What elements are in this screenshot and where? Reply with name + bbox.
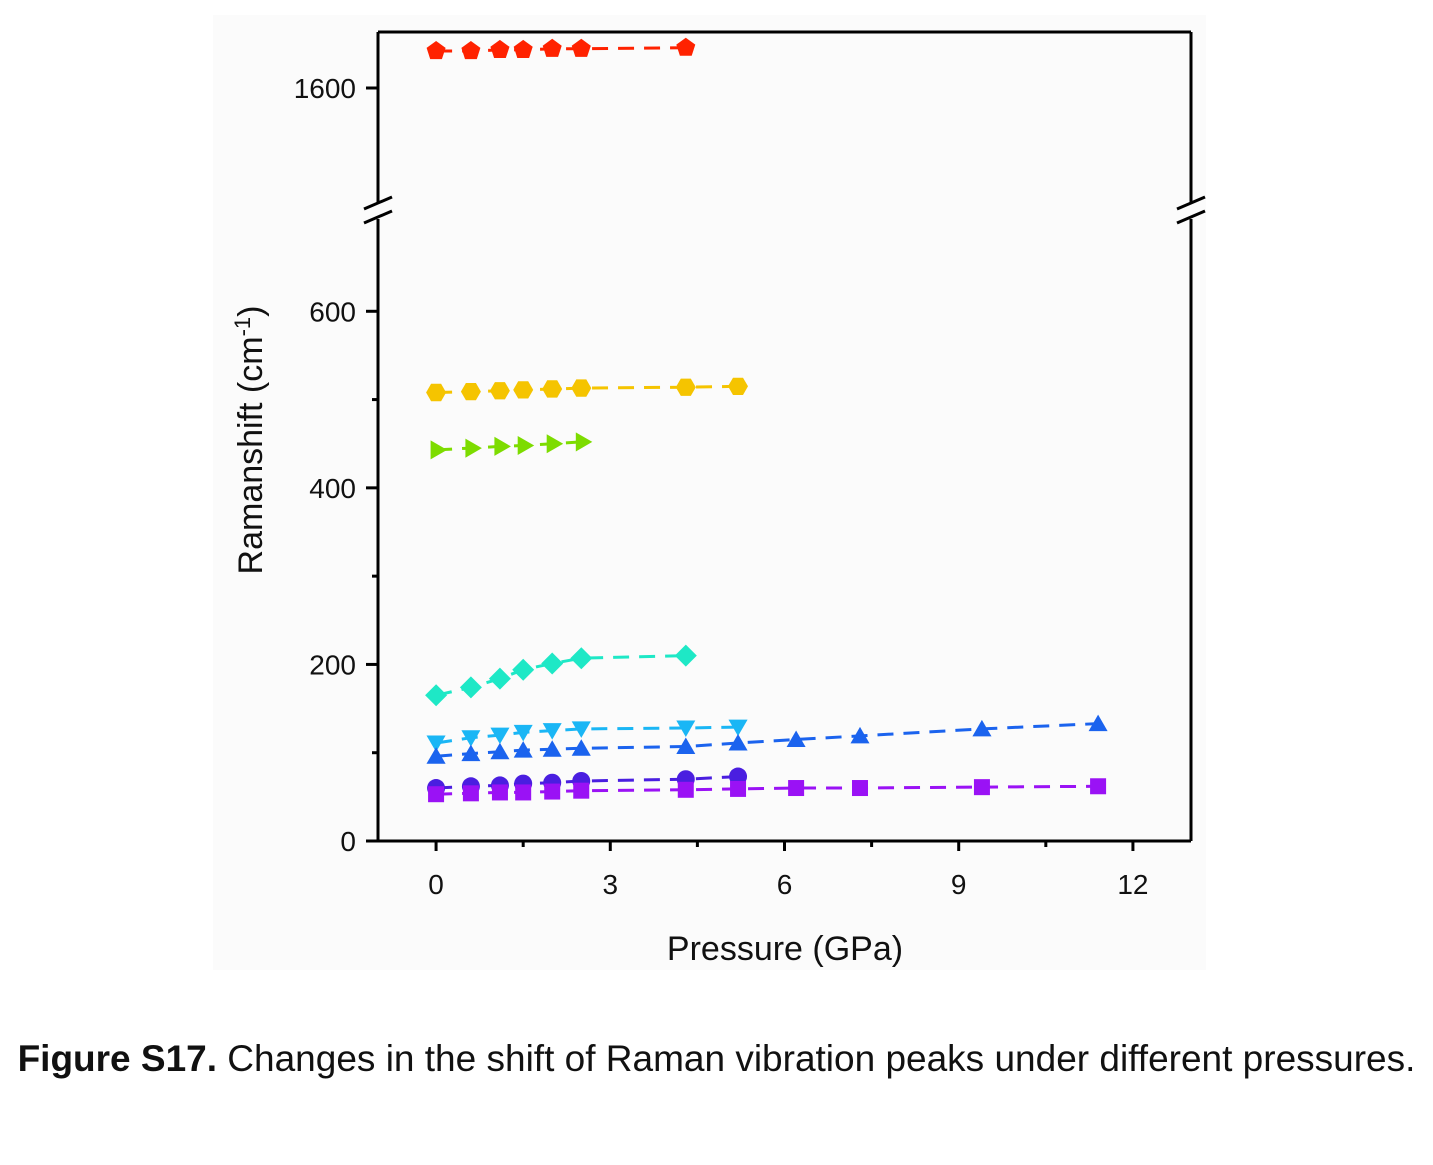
data-point-triangle-down	[461, 730, 481, 747]
data-point-triangle-up	[786, 730, 806, 747]
y-tick-label: 0	[340, 826, 356, 857]
data-point-diamond	[512, 658, 535, 681]
data-point-pentagon	[426, 41, 446, 60]
data-point-triangle-down	[728, 719, 748, 737]
data-point-square	[788, 780, 805, 797]
data-point-diamond	[459, 676, 482, 699]
y-tick-label: 400	[309, 473, 356, 504]
x-tick-label: 6	[777, 869, 793, 900]
chart-background	[213, 15, 1206, 970]
data-point-triangle-right	[517, 436, 535, 455]
y-axis-title: Ramanshift (cm-1)	[230, 306, 270, 575]
data-point-hexagon	[513, 381, 534, 399]
y-tick-label: 200	[309, 649, 356, 680]
data-point-triangle-down	[490, 727, 510, 745]
data-point-diamond	[570, 647, 593, 670]
data-point-triangle-right	[430, 440, 448, 460]
x-tick-label: 3	[602, 869, 618, 900]
data-point-hexagon	[571, 379, 592, 397]
data-point-square	[730, 780, 747, 797]
data-point-hexagon	[675, 378, 696, 396]
data-point-triangle-up	[542, 740, 562, 757]
data-point-triangle-right	[546, 434, 564, 454]
data-point-pentagon	[676, 37, 696, 56]
figure-caption: Figure S17. Changes in the shift of Rama…	[0, 1022, 1433, 1096]
series-line-triangle-right	[436, 440, 582, 452]
x-tick-label: 12	[1117, 869, 1148, 900]
data-point-square	[491, 784, 508, 801]
y-tick-label: 1600	[294, 73, 356, 104]
axis-break-mark	[1176, 209, 1206, 225]
data-point-triangle-right	[465, 438, 482, 458]
data-point-hexagon	[460, 383, 481, 401]
data-point-triangle-down	[426, 735, 446, 752]
data-point-triangle-up	[676, 737, 696, 754]
data-point-triangle-up	[571, 739, 591, 756]
data-point-diamond	[488, 667, 511, 690]
data-point-hexagon	[542, 380, 563, 398]
data-point-diamond	[541, 652, 564, 675]
data-point-square	[573, 782, 590, 799]
x-tick-label: 9	[951, 869, 967, 900]
data-point-square	[544, 783, 561, 800]
data-point-square	[973, 779, 990, 796]
chart-canvas: 0 3 6 9 12 0 200 400 600 1600 Ramanshift (cm-1) P…	[213, 15, 1206, 970]
axis-break-mark	[363, 195, 393, 211]
data-point-square	[677, 781, 694, 798]
data-point-triangle-up	[461, 744, 481, 762]
data-point-triangle-up	[972, 719, 992, 737]
data-point-triangle-right	[494, 436, 511, 456]
data-point-triangle-down	[571, 721, 591, 738]
caption-text: Changes in the shift of Raman vibration …	[217, 1038, 1416, 1079]
y-tick-label: 600	[309, 296, 356, 327]
data-point-square	[462, 785, 479, 802]
data-point-triangle-up	[1088, 714, 1108, 732]
data-point-diamond	[674, 644, 697, 667]
data-point-pentagon	[490, 39, 510, 58]
data-point-hexagon	[489, 382, 510, 400]
data-point-diamond	[425, 684, 448, 707]
x-axis-title: Pressure (GPa)	[667, 930, 903, 968]
axis-break-mark	[1176, 195, 1206, 211]
data-point-square	[515, 784, 532, 801]
data-point-hexagon	[426, 383, 447, 402]
data-point-triangle-up	[513, 741, 533, 758]
axis-break-mark	[363, 209, 393, 225]
data-point-triangle-down	[513, 724, 533, 742]
data-point-pentagon	[571, 38, 591, 57]
data-point-triangle-down	[676, 720, 696, 737]
data-point-triangle-down	[542, 723, 562, 740]
data-point-square	[851, 780, 868, 797]
data-point-triangle-up	[728, 734, 748, 751]
data-point-hexagon	[728, 377, 748, 395]
data-point-pentagon	[461, 41, 481, 60]
data-point-pentagon	[513, 39, 533, 58]
data-point-triangle-up	[426, 747, 446, 764]
data-point-pentagon	[542, 38, 562, 57]
data-point-triangle-right	[575, 432, 593, 452]
data-point-square	[428, 786, 445, 803]
raman-pressure-chart: 0 3 6 9 12 0 200 400 600 1600 Ramanshift (cm-1) P…	[213, 15, 1206, 970]
x-tick-label: 0	[428, 869, 444, 900]
data-point-triangle-up	[490, 742, 510, 760]
caption-label: Figure S17.	[17, 1038, 218, 1079]
data-point-triangle-up	[850, 726, 870, 744]
data-point-square	[1090, 778, 1107, 795]
